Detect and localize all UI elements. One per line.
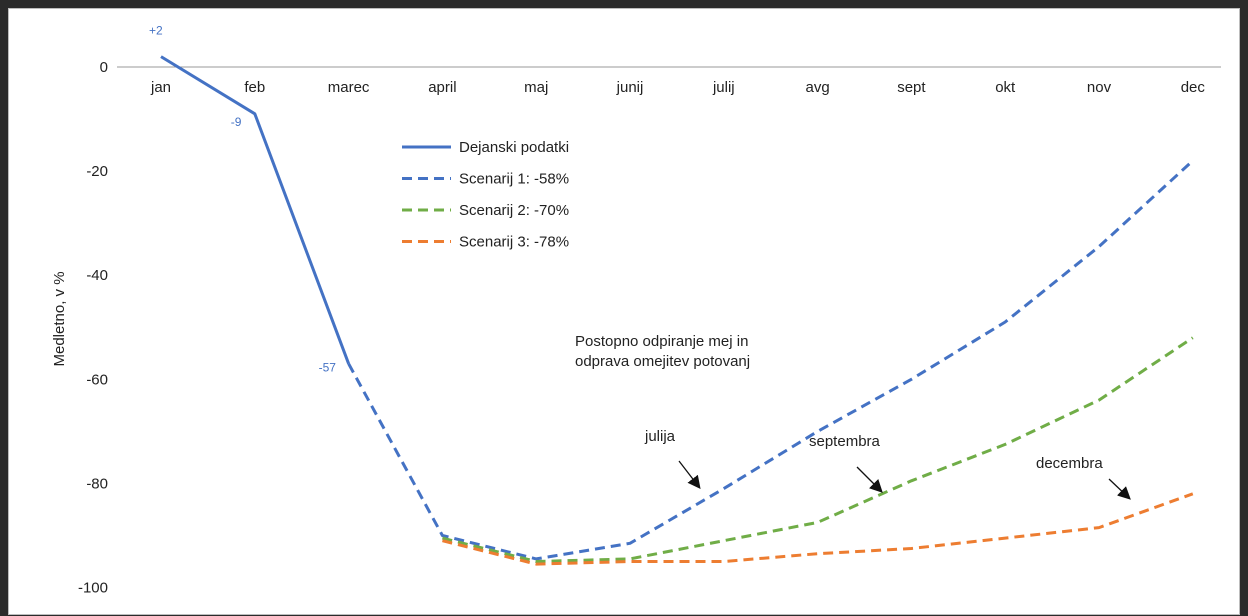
- annotation-arrow: [856, 466, 883, 493]
- annotation-text: odprava omejitev potovanj: [575, 353, 750, 370]
- legend-label: Scenarij 1: -58%: [459, 171, 569, 188]
- x-tick-label: jan: [150, 79, 171, 96]
- annotation-label: decembra: [1036, 455, 1103, 472]
- line-chart: Medletno, v % jan feb marec april maj junij ju…: [51, 24, 1221, 597]
- y-tick-label: -20: [86, 163, 108, 180]
- series-line: [160, 55, 351, 365]
- annotation-text: Postopno odpiranje mej in: [575, 333, 748, 350]
- x-tick-label: maj: [524, 79, 548, 96]
- annotation-label: septembra: [809, 433, 881, 450]
- x-tick-label: nov: [1087, 79, 1112, 96]
- x-tick-label: april: [428, 79, 456, 96]
- y-axis-label: Medletno, v %: [51, 271, 68, 366]
- annotation-arrow: [678, 460, 701, 490]
- y-tick-label: -40: [86, 267, 108, 284]
- y-tick-label: 0: [100, 59, 108, 76]
- chart-frame: Medletno, v % jan feb marec april maj junij ju…: [8, 8, 1240, 615]
- y-tick-label: -100: [78, 580, 108, 597]
- x-tick-label: julij: [712, 79, 735, 96]
- y-tick-label: -60: [86, 371, 108, 388]
- x-tick-label: dec: [1181, 79, 1206, 96]
- y-tick-label: -80: [86, 475, 108, 492]
- legend-label: Scenarij 2: -70%: [459, 202, 569, 219]
- x-tick-label: sept: [897, 79, 926, 96]
- x-tick-label: okt: [995, 79, 1016, 96]
- x-tick-label: avg: [806, 79, 830, 96]
- data-label: +2: [149, 24, 163, 38]
- series-line: [347, 159, 1194, 561]
- legend-label: Dejanski podatki: [459, 139, 569, 156]
- x-tick-label: junij: [616, 79, 644, 96]
- x-tick-label: marec: [328, 79, 370, 96]
- annotation-arrow: [1108, 478, 1131, 500]
- annotation-label: julija: [644, 428, 676, 445]
- x-tick-label: feb: [244, 79, 265, 96]
- data-label: -57: [319, 361, 337, 375]
- data-label: -9: [231, 115, 242, 129]
- series-line: [442, 492, 1194, 566]
- legend-label: Scenarij 3: -78%: [459, 234, 569, 251]
